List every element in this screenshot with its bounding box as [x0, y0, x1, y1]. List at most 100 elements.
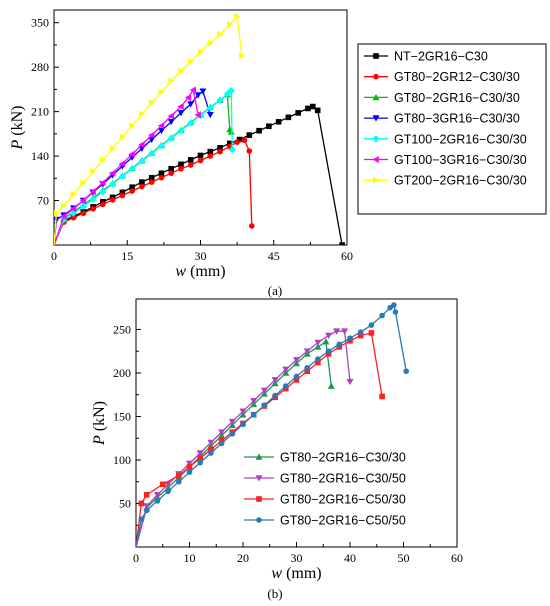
series-group — [54, 12, 345, 245]
data-point — [129, 184, 135, 191]
y-tick-label: 250 — [113, 322, 131, 336]
data-point — [325, 332, 333, 340]
data-point — [227, 140, 233, 147]
data-point — [293, 373, 300, 380]
x-tick-label: 30 — [291, 551, 303, 565]
x-tick-label: 15 — [121, 249, 133, 263]
data-point — [109, 197, 116, 203]
data-point — [241, 137, 248, 144]
x-tick-label: 60 — [451, 551, 463, 565]
data-point — [165, 488, 171, 495]
data-point — [315, 359, 321, 366]
data-point — [119, 189, 126, 196]
legend-label: GT100−3GR16−C30/30 — [394, 153, 527, 167]
data-point — [304, 368, 310, 375]
data-point — [322, 338, 330, 345]
data-point — [187, 119, 195, 127]
data-point — [357, 329, 364, 335]
data-point — [403, 368, 409, 375]
data-point — [197, 48, 204, 56]
data-point — [217, 145, 223, 151]
data-point — [207, 439, 215, 447]
y-tick-label: 150 — [113, 409, 131, 423]
data-point — [275, 118, 282, 125]
data-point — [303, 348, 311, 355]
y-tick-label: 50 — [119, 496, 131, 510]
data-point — [186, 469, 193, 475]
data-point — [239, 52, 246, 60]
data-point — [129, 122, 136, 130]
x-axis-label: w (mm) — [175, 263, 225, 280]
data-point — [368, 330, 375, 336]
legend-marker — [373, 176, 380, 184]
legend-label: GT80−2GR16−C30/30 — [394, 91, 520, 105]
series-line-0 — [54, 105, 343, 245]
legend-marker — [255, 475, 263, 482]
y-tick-label: 140 — [31, 149, 49, 163]
data-point — [158, 174, 165, 181]
data-point — [167, 118, 175, 126]
data-point — [80, 179, 87, 187]
legend-marker — [372, 156, 379, 163]
series-line-6 — [54, 14, 243, 245]
data-point — [239, 408, 247, 415]
data-point — [368, 322, 375, 328]
legend-label: GT80−2GR16−C50/30 — [280, 493, 406, 507]
data-point — [206, 104, 214, 112]
data-point — [167, 134, 175, 142]
data-point — [304, 364, 311, 371]
data-point — [118, 172, 127, 181]
y-tick-label: 280 — [31, 60, 49, 74]
data-point — [176, 472, 182, 479]
data-point — [217, 148, 223, 155]
data-point — [223, 90, 231, 98]
data-point — [178, 67, 185, 75]
data-point — [197, 152, 204, 159]
data-point — [218, 440, 225, 447]
data-point — [108, 180, 117, 188]
x-tick-label: 40 — [344, 551, 356, 565]
data-point — [148, 99, 156, 107]
data-point — [341, 328, 349, 335]
data-point — [148, 131, 155, 139]
data-point — [285, 114, 292, 121]
data-point — [129, 188, 135, 194]
data-point — [118, 160, 126, 168]
y-tick-label: 210 — [31, 105, 49, 119]
data-point — [139, 179, 145, 185]
data-point — [79, 202, 87, 210]
data-point — [217, 30, 224, 38]
data-point — [250, 411, 257, 418]
legend-label: GT100−2GR16−C30/30 — [394, 132, 527, 146]
data-point — [187, 57, 195, 65]
legend-marker — [255, 453, 263, 460]
data-point — [227, 21, 234, 29]
data-point — [333, 328, 341, 335]
x-tick-label: 20 — [237, 551, 249, 565]
data-point — [54, 209, 60, 217]
data-point — [305, 105, 311, 112]
data-point — [158, 170, 165, 177]
data-point — [164, 481, 172, 488]
data-point — [236, 136, 243, 143]
data-point — [206, 111, 214, 119]
data-point — [99, 188, 107, 196]
data-point — [138, 157, 146, 165]
series-line-5 — [54, 88, 199, 245]
data-point — [187, 157, 194, 163]
legend-marker — [373, 73, 379, 80]
data-point — [89, 188, 96, 196]
data-point — [250, 398, 258, 405]
x-tick-label: 50 — [398, 551, 410, 565]
data-point — [80, 210, 87, 217]
data-point — [327, 382, 335, 389]
y-tick-label: 200 — [113, 366, 131, 380]
data-point — [138, 141, 145, 149]
legend-label: GT80−3GR16−C30/30 — [394, 112, 520, 126]
data-point — [100, 156, 107, 164]
x-tick-label: 60 — [341, 249, 353, 263]
data-point — [234, 12, 241, 20]
data-point — [119, 133, 126, 141]
data-point — [168, 77, 175, 85]
data-point — [392, 309, 399, 315]
